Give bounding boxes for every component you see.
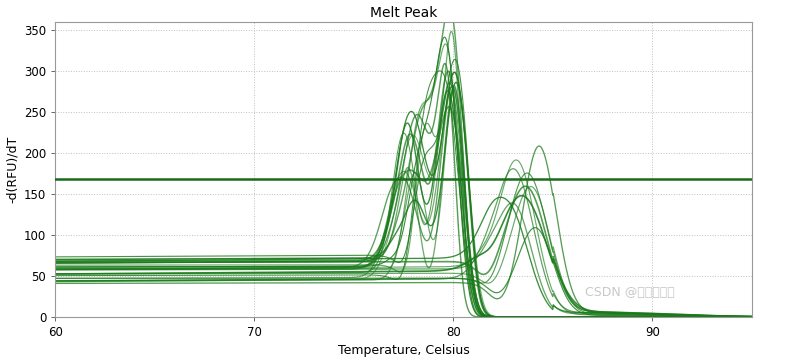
Title: Melt Peak: Melt Peak xyxy=(370,5,437,20)
Text: CSDN @生信小博士: CSDN @生信小博士 xyxy=(585,286,675,299)
Y-axis label: -d(RFU)/dT: -d(RFU)/dT xyxy=(6,136,19,203)
X-axis label: Temperature, Celsius: Temperature, Celsius xyxy=(338,344,469,358)
